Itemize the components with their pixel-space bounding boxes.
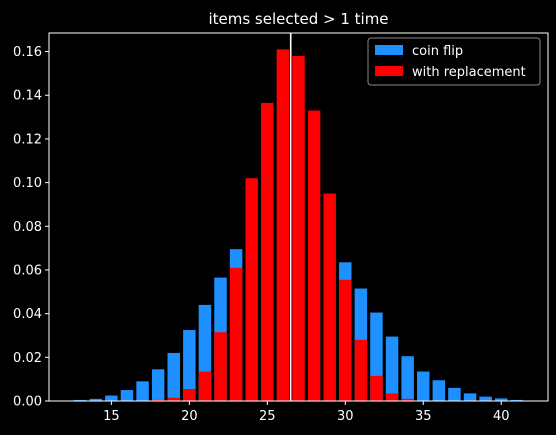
bar — [245, 178, 258, 401]
bar — [183, 330, 196, 401]
bar — [89, 398, 103, 401]
x-tick-label: 35 — [415, 409, 432, 424]
x-tick-label: 20 — [181, 409, 198, 424]
bar — [120, 390, 134, 401]
bar — [183, 388, 196, 401]
y-tick-label: 0.02 — [13, 351, 42, 366]
bar — [214, 332, 227, 401]
bar — [417, 371, 430, 401]
y-tick-label: 0.12 — [13, 132, 42, 147]
legend: coin flip with replacement — [367, 37, 541, 86]
chart-title: items selected > 1 time — [208, 10, 388, 28]
bar — [151, 369, 165, 401]
bar — [339, 279, 352, 401]
bar — [401, 398, 414, 401]
bar — [510, 399, 524, 401]
bar — [448, 387, 461, 401]
bar — [354, 339, 368, 401]
bar — [229, 267, 243, 401]
bar — [323, 193, 336, 401]
bar — [370, 375, 383, 401]
series-with-replacement — [151, 49, 414, 402]
bar — [167, 397, 180, 401]
bar — [401, 356, 414, 401]
bar — [73, 399, 87, 401]
bar — [261, 102, 274, 401]
y-tick-label: 0.14 — [13, 89, 42, 104]
bar — [385, 393, 399, 401]
legend-swatch — [375, 66, 403, 76]
bar — [463, 393, 477, 401]
y-tick-label: 0.10 — [13, 176, 42, 191]
bar — [479, 396, 492, 401]
legend-box — [367, 37, 541, 86]
bar — [385, 336, 399, 401]
x-tick-label: 25 — [259, 409, 276, 424]
bar — [494, 398, 508, 401]
bar — [105, 395, 118, 401]
axes-layer: 15 20 25 30 35 40 0.00 0.02 0.04 0.06 0.08 0.10 0.12… — [13, 32, 549, 424]
bar — [151, 399, 165, 401]
legend-swatch — [375, 45, 403, 55]
legend-label: coin flip — [412, 44, 463, 59]
bar — [276, 49, 290, 401]
y-tick-label: 0.00 — [13, 395, 42, 410]
y-tick-label: 0.08 — [13, 220, 42, 235]
y-tick-label: 0.16 — [13, 45, 42, 60]
x-tick-label: 40 — [493, 409, 510, 424]
bar — [307, 110, 321, 401]
bars-layer — [73, 33, 524, 402]
x-tick-label: 15 — [103, 409, 120, 424]
bar — [292, 55, 305, 402]
y-tick-label: 0.06 — [13, 263, 42, 278]
bar — [432, 380, 446, 401]
axes-frame — [48, 32, 549, 402]
bar — [167, 352, 180, 401]
bar — [136, 381, 149, 401]
bar — [198, 371, 212, 401]
y-tick-label: 0.04 — [13, 307, 42, 322]
x-tick-label: 30 — [337, 409, 354, 424]
legend-label: with replacement — [412, 65, 526, 80]
